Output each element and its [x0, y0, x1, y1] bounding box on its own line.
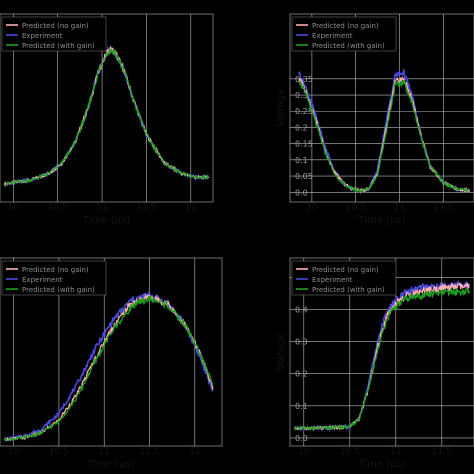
x-axis-label: Time (µs): [357, 215, 405, 226]
y-tick-label: 0.4: [295, 305, 308, 314]
y-tick-label: 0.35: [295, 75, 313, 84]
chart-panel-top-left: 10 10.5 11 11.5 12 Time (µs) Predicted (no gai…: [0, 13, 214, 226]
series-line-predicted-with-gain-: [298, 79, 470, 193]
legend-box: [291, 260, 397, 296]
y-tick-label: 0.15: [295, 140, 313, 149]
x-axis-label: Time (µs): [357, 459, 405, 470]
legend-label: Predicted (with gain): [312, 286, 385, 294]
legend: Predicted (no gain) Experiment Predicted (…: [1, 260, 107, 296]
x-tick-label: 11: [390, 447, 401, 457]
x-tick-label: 10: [298, 447, 310, 457]
legend-label: Experiment: [22, 276, 63, 284]
series-line-predicted-with-gain-: [4, 47, 209, 187]
legend-label: Predicted (with gain): [22, 42, 95, 50]
x-axis-label: Time (µs): [86, 459, 134, 470]
legend-label: Predicted (no gain): [22, 266, 89, 274]
legend-label: Experiment: [312, 276, 353, 284]
x-tick-label: 12: [189, 447, 200, 457]
legend-label: Predicted (no gain): [22, 22, 89, 30]
y-tick-label: 0.0: [295, 434, 308, 443]
x-tick-label: 11.5: [433, 203, 453, 213]
y-tick-label: 0.1: [295, 402, 308, 411]
legend: Predicted (no gain) Experiment Predicted (…: [291, 260, 397, 296]
x-tick-label: 11.5: [432, 447, 452, 457]
x-tick-label: 12: [185, 203, 196, 213]
chart-panel-bottom-left: 10 10.5 11 11.5 12 Time (µs) Predicted (no gai…: [0, 257, 223, 470]
legend-label: Predicted (no gain): [312, 266, 379, 274]
y-tick-label: 0.3: [295, 91, 308, 100]
x-axis-label: Time (µs): [82, 215, 130, 226]
legend-label: Experiment: [312, 32, 353, 40]
legend-box: [1, 16, 107, 52]
y-tick-label: 0.2: [295, 370, 308, 379]
y-axis-label: Voltage: [276, 333, 287, 371]
y-tick-label: 0.2: [295, 123, 308, 132]
x-tick-label: 10.5: [48, 203, 68, 213]
legend-box: [291, 16, 397, 52]
y-tick-label: 0.0: [295, 188, 308, 197]
y-axis-label: Voltage: [276, 89, 287, 127]
legend-label: Predicted (no gain): [312, 22, 379, 30]
x-tick-label: 10: [8, 203, 20, 213]
y-tick-label: 0.05: [295, 172, 313, 181]
chart-panel-top-right: 10 10.5 11 11.5 0.0 0.05 0.1 0.15 0.2 0.25 0.3 0.35…: [276, 13, 474, 226]
x-tick-label: 10.5: [346, 203, 366, 213]
x-tick-label: 10.5: [340, 447, 360, 457]
legend-box: [1, 260, 107, 296]
x-tick-label: 11: [98, 447, 109, 457]
x-tick-label: 10: [306, 203, 318, 213]
series-line-predicted-with-gain-: [293, 286, 471, 431]
x-tick-label: 10.5: [49, 447, 69, 457]
legend-label: Predicted (with gain): [312, 42, 385, 50]
y-tick-label: 0.1: [295, 156, 308, 165]
x-tick-label: 11.5: [136, 203, 156, 213]
legend: Predicted (no gain) Experiment Predicted (…: [1, 16, 107, 52]
series-line-predicted-with-gain-: [3, 295, 214, 442]
x-tick-label: 11.5: [139, 447, 159, 457]
legend-label: Predicted (with gain): [22, 286, 95, 294]
legend-label: Experiment: [22, 32, 63, 40]
x-tick-label: 10: [8, 447, 20, 457]
x-tick-label: 11: [394, 203, 405, 213]
x-tick-label: 11: [96, 203, 107, 213]
y-tick-label: 0.25: [295, 107, 313, 116]
y-tick-label: 0.3: [295, 338, 308, 347]
legend: Predicted (no gain) Experiment Predicted (…: [291, 16, 397, 52]
